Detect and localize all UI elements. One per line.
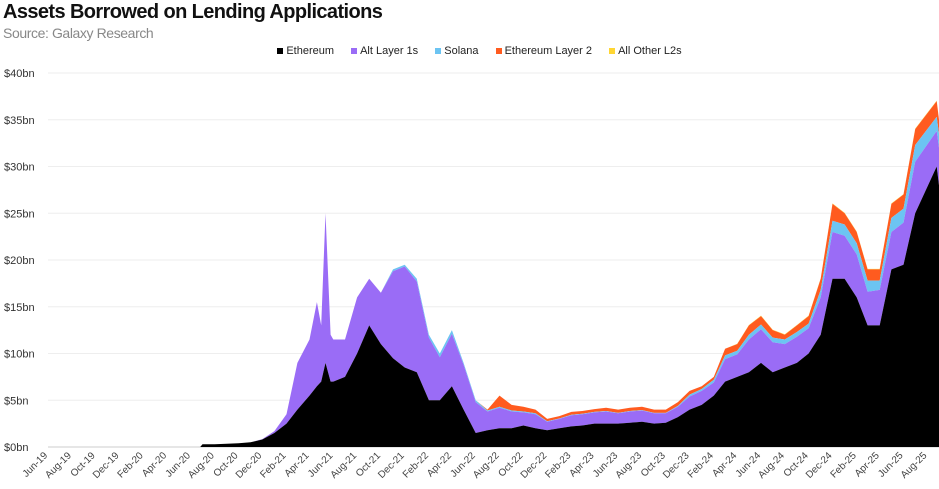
y-tick-label: $40bn — [4, 68, 35, 80]
x-tick-label: Aug-24 — [756, 450, 787, 481]
x-tick-label: Apr-20 — [140, 450, 169, 479]
x-tick-label: Feb-21 — [258, 450, 288, 480]
legend-swatch — [435, 48, 442, 54]
legend-swatch — [277, 48, 284, 54]
chart-title: Assets Borrowed on Lending Applications — [3, 1, 383, 23]
legend-item-ethereum: Ethereum — [277, 45, 334, 57]
x-tick-label: Apr-23 — [568, 450, 597, 479]
legend-item-all-other-l2s: All Other L2s — [609, 45, 682, 57]
y-tick-label: $15bn — [4, 302, 35, 314]
legend-item-solana: Solana — [435, 45, 479, 57]
y-tick-label: $5bn — [4, 395, 28, 407]
x-tick-label: Apr-21 — [283, 450, 312, 479]
x-tick-label: Aug-19 — [43, 450, 74, 481]
legend-swatch — [351, 48, 358, 54]
x-tick-label: Apr-22 — [425, 450, 454, 479]
x-tick-label: Feb-23 — [543, 450, 573, 480]
y-tick-label: $35bn — [4, 115, 35, 127]
x-tick-label: Dec-20 — [234, 450, 265, 481]
x-tick-label: Feb-22 — [401, 450, 431, 480]
legend-label: Solana — [444, 45, 479, 57]
x-tick-label: Dec-24 — [804, 450, 835, 481]
y-tick-label: $25bn — [4, 208, 35, 220]
y-tick-label: $30bn — [4, 162, 35, 174]
legend-item-ethereum-layer-2: Ethereum Layer 2 — [495, 45, 593, 57]
x-tick-label: Dec-19 — [91, 450, 122, 481]
legend-label: Ethereum — [286, 45, 335, 57]
area-ethereum — [48, 166, 939, 447]
x-tick-label: Feb-20 — [116, 450, 146, 480]
legend-item-alt-layer-1s: Alt Layer 1s — [351, 45, 418, 57]
x-tick-label: Feb-24 — [686, 450, 716, 480]
legend-label: All Other L2s — [618, 45, 682, 57]
legend-label: Alt Layer 1s — [360, 45, 419, 57]
x-tick-label: Dec-22 — [519, 450, 550, 481]
chart-subtitle: Source: Galaxy Research — [3, 25, 154, 41]
y-tick-label: $0bn — [4, 442, 28, 454]
x-tick-label: Dec-21 — [376, 450, 407, 481]
x-tick-label: Dec-23 — [661, 450, 692, 481]
y-tick-label: $20bn — [4, 255, 35, 267]
x-tick-label: Feb-25 — [829, 450, 859, 480]
x-tick-label: Aug-21 — [329, 450, 360, 481]
x-tick-label: Aug-22 — [471, 450, 502, 481]
x-tick-label: Aug-20 — [186, 450, 217, 481]
x-tick-label: Apr-25 — [853, 450, 882, 479]
legend: Ethereum Alt Layer 1s Solana Ethereum La… — [0, 45, 939, 57]
legend-label: Ethereum Layer 2 — [504, 45, 593, 57]
y-tick-label: $10bn — [4, 349, 35, 361]
legend-swatch — [495, 48, 502, 54]
legend-swatch — [609, 48, 616, 54]
x-tick-label: Apr-24 — [710, 450, 739, 479]
x-tick-label: Aug-23 — [614, 450, 645, 481]
x-tick-label: Aug-25 — [899, 450, 930, 481]
